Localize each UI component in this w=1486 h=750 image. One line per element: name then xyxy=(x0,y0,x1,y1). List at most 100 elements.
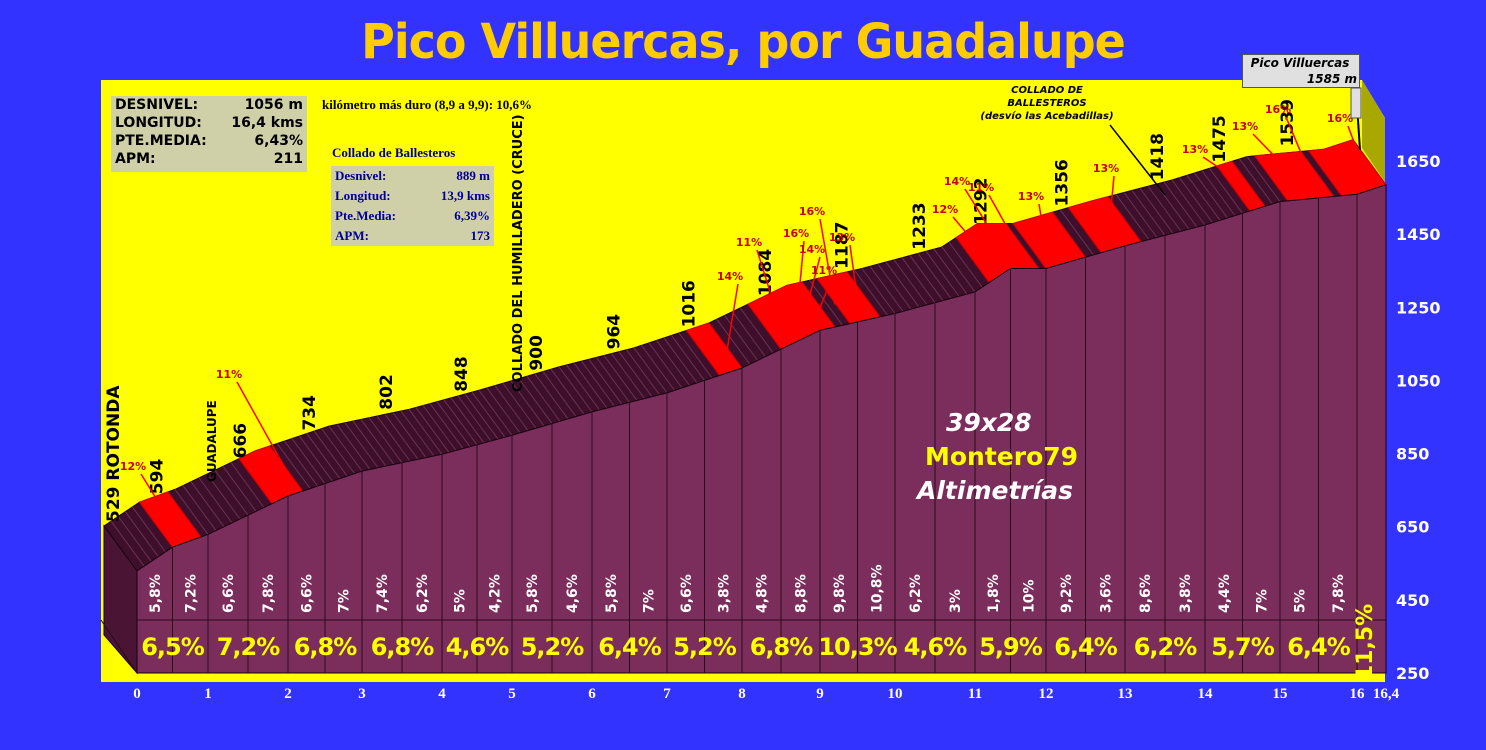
steep-percent-label: 11% xyxy=(811,264,837,277)
collado-value: 889 m xyxy=(456,168,490,183)
watermark-author: Montero79 xyxy=(925,442,1079,471)
hardest-km-note: kilómetro más duro (8,9 a 9,9): 10,6% xyxy=(322,97,533,112)
profile-hatch xyxy=(443,399,478,446)
profile-hatch xyxy=(276,443,311,489)
profile-hatch xyxy=(1179,177,1213,223)
profile-hatch xyxy=(526,375,561,422)
profile-hatch xyxy=(1246,156,1281,202)
steep-leader-line xyxy=(819,218,836,305)
km-average-label: 6,4% xyxy=(1054,633,1118,661)
profile-hatch xyxy=(408,409,443,455)
x-tick-label: 16,4 xyxy=(1373,686,1400,702)
km-average-label: 7,2% xyxy=(217,633,281,661)
km-average-label: 6,4% xyxy=(1287,633,1351,661)
altitude-label: 1187 xyxy=(833,222,853,269)
profile-hatch xyxy=(486,387,521,434)
profile-hatch xyxy=(368,417,403,464)
km-average-label: 4,6% xyxy=(446,633,510,661)
half-km-label: 4,4% xyxy=(1217,574,1233,613)
profile-hatch xyxy=(494,385,529,431)
profile-hatch xyxy=(206,473,241,520)
profile-hatch xyxy=(909,255,944,301)
half-km-label: 5% xyxy=(453,589,469,613)
altitude-label: 666 xyxy=(231,423,251,459)
profile-hatch xyxy=(313,430,348,477)
steep-percent-label: 14% xyxy=(799,243,825,256)
profile-hatch xyxy=(542,371,577,417)
half-km-label: 7% xyxy=(641,589,657,613)
km-average-label: 11,5% xyxy=(1353,604,1378,680)
ballesteros-label: COLLADO DE BALLESTEROS (desvío las Aceba… xyxy=(972,84,1122,123)
half-km-label: 6,6% xyxy=(300,574,316,613)
steep-percent-label: 12% xyxy=(932,203,958,216)
profile-hatch xyxy=(1131,190,1166,236)
watermark-code: 39x28 xyxy=(946,408,1032,437)
altitude-label: 964 xyxy=(605,314,625,350)
profile-hatch xyxy=(1147,185,1182,232)
steep-percent-label: 16% xyxy=(783,227,809,240)
profile-hatch xyxy=(1171,179,1206,226)
steep-leader-line xyxy=(952,216,990,261)
y-tick-label: 450 xyxy=(1396,591,1429,610)
profile-hatch xyxy=(648,342,683,389)
altitude-label: 1292 xyxy=(971,178,991,225)
collado-stats-box: Desnivel: 889 m Longitud: 13,9 kms Pte.Med… xyxy=(331,166,494,246)
profile-hatch xyxy=(230,462,265,508)
collado-label: APM: xyxy=(335,228,369,243)
profile-hatch xyxy=(284,440,319,487)
half-km-label: 8,6% xyxy=(1138,574,1154,613)
steep-leader-line xyxy=(849,244,859,300)
profile-hatch xyxy=(596,357,630,403)
profile-hatch xyxy=(1194,172,1228,219)
steep-percent-label: 16% xyxy=(799,205,825,218)
y-tick-label: 1250 xyxy=(1396,298,1441,317)
profile-hatch xyxy=(901,257,936,304)
profile-hatch xyxy=(298,435,333,482)
y-tick-label: 1050 xyxy=(1396,371,1441,390)
steep-leader-line xyxy=(140,473,174,526)
summit-altitude: 1585 m xyxy=(1306,72,1357,86)
profile-hatch xyxy=(214,469,249,516)
collado-row: Longitud: 13,9 kms xyxy=(331,186,494,206)
ballesteros-line: (desvío las Acebadillas) xyxy=(980,111,1114,122)
x-tick-label: 2 xyxy=(284,686,292,702)
collado-value: 173 xyxy=(470,228,491,243)
profile-hatch xyxy=(360,419,395,465)
altitude-label: 1418 xyxy=(1148,133,1168,180)
profile-hatch xyxy=(124,511,159,557)
steep-leader-line xyxy=(964,188,1005,252)
half-km-label: 5% xyxy=(1292,589,1308,613)
profile-hatch xyxy=(471,391,506,438)
half-km-label: 3,6% xyxy=(1098,574,1114,613)
half-km-label: 5,8% xyxy=(604,574,620,613)
steep-percent-label: 12% xyxy=(120,460,146,473)
km-average-label: 6,8% xyxy=(750,633,814,661)
profile-hatch xyxy=(182,485,217,531)
profile-hatch xyxy=(558,366,593,413)
half-km-label: 3,8% xyxy=(1178,574,1194,613)
x-tick-label: 16 xyxy=(1350,686,1366,702)
profile-hatch xyxy=(328,425,363,472)
profile-hatch xyxy=(174,489,209,535)
profile-hatch xyxy=(716,318,751,365)
profile-hatch xyxy=(117,516,152,562)
x-tick-label: 10 xyxy=(888,686,903,702)
stat-value: 16,4 kms xyxy=(231,115,303,131)
steep-percent-label: 16% xyxy=(1327,112,1353,125)
km-average-label: 6,2% xyxy=(1134,633,1198,661)
profile-hatch xyxy=(1163,181,1198,228)
x-tick-label: 14 xyxy=(1198,686,1214,702)
half-km-label: 6,2% xyxy=(415,574,431,613)
steep-percent-label: 16% xyxy=(1265,103,1291,116)
stat-row: APM: 211 xyxy=(111,150,307,168)
profile-hatch xyxy=(1059,209,1094,256)
profile-hatch xyxy=(573,362,608,409)
half-km-label: 9,2% xyxy=(1059,574,1075,613)
km-average-label: 6,8% xyxy=(371,633,435,661)
altitude-label: 734 xyxy=(300,395,320,431)
profile-hatch xyxy=(581,360,615,407)
place-label: GUADALUPE xyxy=(205,400,219,482)
stat-value: 211 xyxy=(273,151,303,167)
stat-row: LONGITUD: 16,4 kms xyxy=(111,114,307,132)
profile-hatch xyxy=(1186,175,1221,221)
